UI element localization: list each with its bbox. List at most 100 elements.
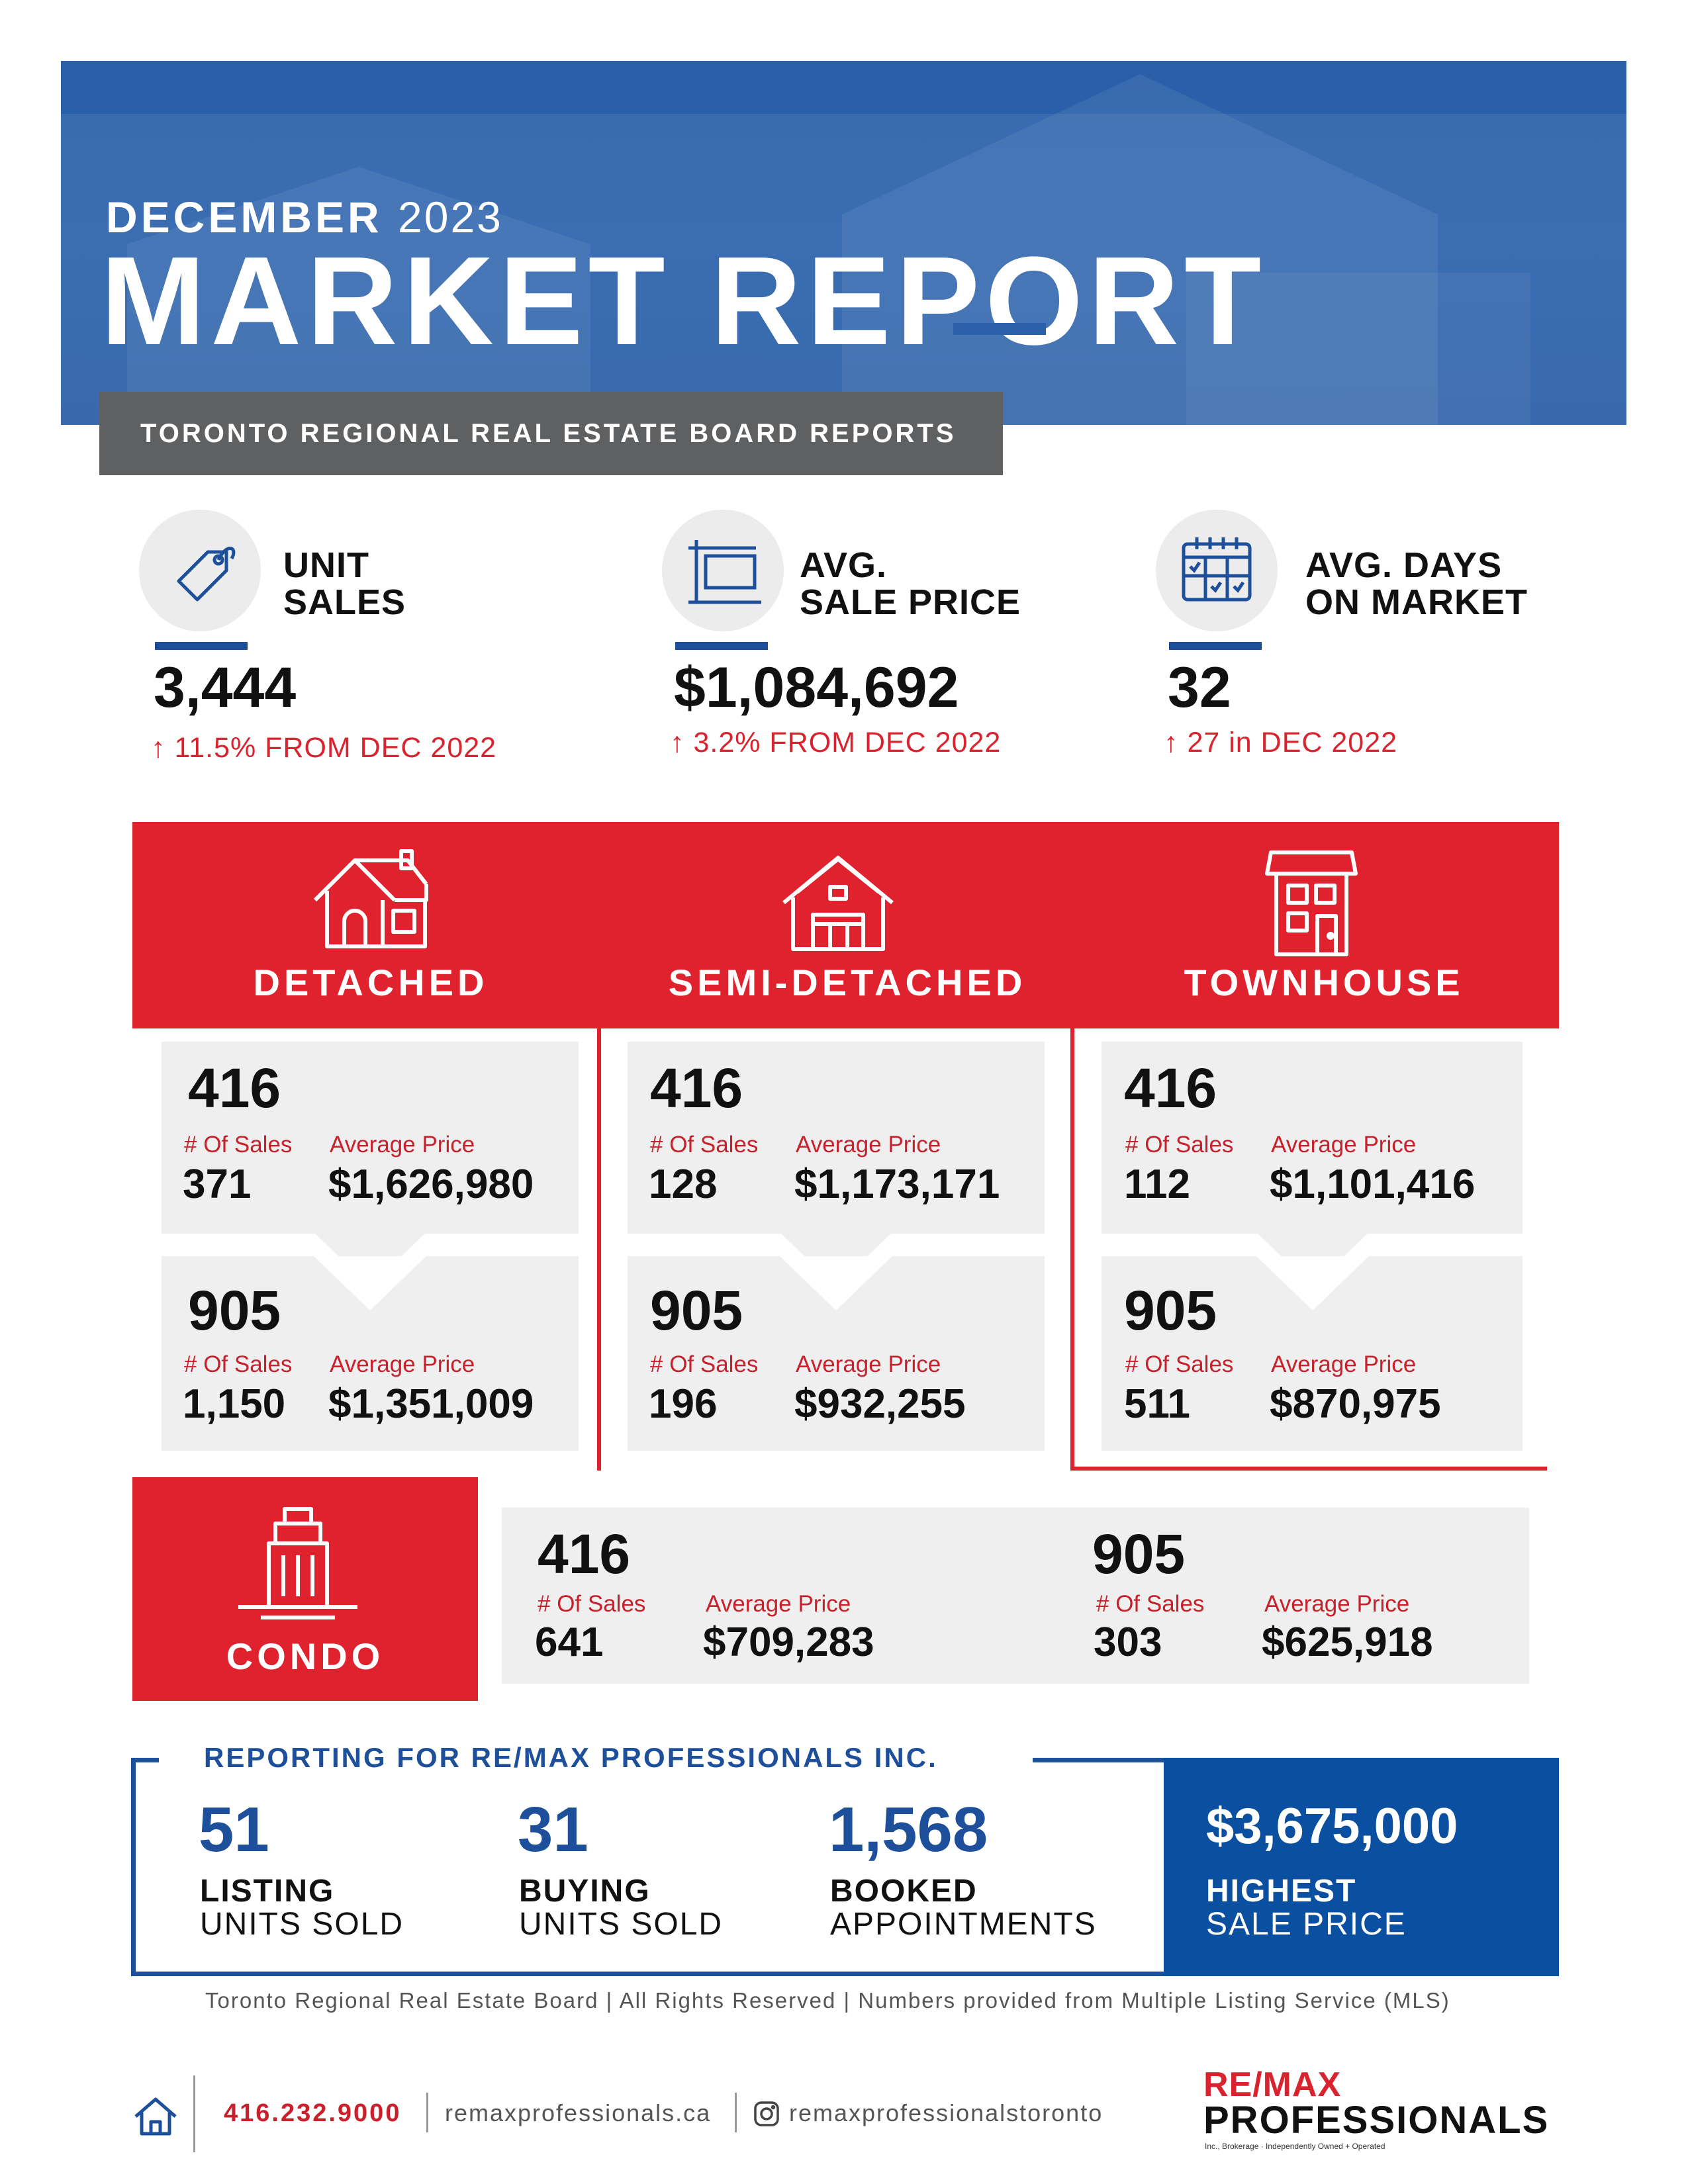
stat-unit-sales-label: UNIT SALES xyxy=(283,545,406,622)
price-tag-icon xyxy=(177,547,236,602)
footnote: Toronto Regional Real Estate Board | All… xyxy=(205,1988,1450,2013)
highest-label-2: SALE PRICE xyxy=(1206,1907,1407,1942)
stat-unit-sales-value: 3,444 xyxy=(154,656,297,719)
avg-price-label: Average Price xyxy=(1264,1591,1410,1617)
card-notch xyxy=(314,1256,426,1310)
highest-label-1: HIGHEST xyxy=(1206,1874,1357,1909)
stat-avg-price-value: $1,084,692 xyxy=(674,656,959,719)
month-text: DECEMBER xyxy=(106,193,383,242)
avg-price-label: Average Price xyxy=(330,1132,475,1158)
sales-label: # Of Sales xyxy=(1125,1351,1234,1377)
sales-value: 112 xyxy=(1124,1161,1191,1207)
sales-value: 641 xyxy=(535,1619,604,1665)
footer-divider xyxy=(426,2093,428,2132)
box-title-gap xyxy=(159,1747,1033,1767)
listing-units-value: 51 xyxy=(199,1794,269,1865)
footer-divider xyxy=(193,2075,195,2152)
appointments-label-1: BOOKED xyxy=(830,1874,978,1909)
stat-days-value: 32 xyxy=(1168,656,1231,719)
magnifier-icon xyxy=(953,323,1046,335)
avg-price-label: Average Price xyxy=(330,1351,475,1377)
price-value: $625,918 xyxy=(1262,1619,1433,1665)
card-detached-416 xyxy=(162,1042,579,1234)
area-code: 416 xyxy=(650,1057,743,1119)
sales-label: # Of Sales xyxy=(1125,1132,1234,1158)
card-condo-416 xyxy=(502,1508,978,1684)
card-notch xyxy=(976,1508,1055,1684)
avg-price-label: Average Price xyxy=(796,1351,941,1377)
stat-unit-sales-change: ↑ 11.5% FROM DEC 2022 xyxy=(151,732,497,764)
stat-divider xyxy=(1169,642,1262,650)
row-divider xyxy=(1070,1467,1547,1471)
sales-value: 128 xyxy=(649,1161,718,1207)
area-code: 416 xyxy=(1124,1057,1217,1119)
buying-label-1: BUYING xyxy=(519,1874,651,1909)
card-notch xyxy=(780,1256,892,1310)
arrow-up-icon: ↑ xyxy=(670,727,685,758)
report-month: DECEMBER 2023 xyxy=(106,192,503,242)
footer-instagram[interactable]: remaxprofessionalstoronto xyxy=(789,2099,1103,2126)
column-divider xyxy=(597,1028,601,1471)
highest-sale-value: $3,675,000 xyxy=(1206,1798,1458,1854)
instagram-icon[interactable] xyxy=(753,2101,780,2127)
footer-website[interactable]: remaxprofessionals.ca xyxy=(445,2099,712,2126)
stat-days-change: ↑ 27 in DEC 2022 xyxy=(1164,727,1398,758)
header-banner xyxy=(61,61,1626,425)
buying-units-value: 31 xyxy=(518,1794,588,1865)
type-condo-label: CONDO xyxy=(226,1635,385,1677)
brand-name: PROFESSIONALS xyxy=(1203,2099,1550,2142)
price-value: $1,101,416 xyxy=(1270,1161,1476,1207)
appointments-label-2: APPOINTMENTS xyxy=(830,1907,1097,1942)
sales-value: 303 xyxy=(1094,1619,1162,1665)
brand-top: RE/MAX xyxy=(1203,2066,1342,2104)
card-notch xyxy=(1256,1256,1369,1310)
sales-value: 1,150 xyxy=(183,1381,286,1427)
buying-label-2: UNITS SOLD xyxy=(519,1907,724,1942)
stat-avg-price-change: ↑ 3.2% FROM DEC 2022 xyxy=(670,727,1002,758)
type-semi-detached-label: SEMI-DETACHED xyxy=(668,962,1027,1003)
price-value: $1,626,980 xyxy=(328,1161,534,1207)
type-townhouse-label: TOWNHOUSE xyxy=(1184,962,1464,1003)
stat-divider xyxy=(675,642,768,650)
appointments-value: 1,568 xyxy=(829,1794,988,1865)
sales-label: # Of Sales xyxy=(650,1132,759,1158)
home-icon[interactable] xyxy=(132,2095,179,2138)
area-code: 905 xyxy=(188,1279,281,1342)
townhouse-icon xyxy=(1265,850,1358,956)
condo-block xyxy=(132,1477,478,1701)
sales-value: 371 xyxy=(183,1161,252,1207)
footer-divider xyxy=(735,2093,737,2132)
sales-label: # Of Sales xyxy=(650,1351,759,1377)
subtitle-banner: TORONTO REGIONAL REAL ESTATE BOARD REPOR… xyxy=(99,392,1003,475)
stat-avg-price-label: AVG. SALE PRICE xyxy=(800,545,1021,622)
page-title: MARKET REPORT xyxy=(101,231,1267,371)
avg-price-label: Average Price xyxy=(796,1132,941,1158)
card-townhouse-416 xyxy=(1102,1042,1523,1234)
sales-label: # Of Sales xyxy=(184,1132,293,1158)
area-code: 905 xyxy=(650,1279,743,1342)
sales-value: 196 xyxy=(649,1381,718,1427)
stat-days-icon-circle xyxy=(1156,510,1278,631)
listing-label-1: LISTING xyxy=(200,1874,335,1909)
sales-label: # Of Sales xyxy=(1096,1591,1205,1617)
detached-house-icon xyxy=(313,849,428,948)
avg-price-label: Average Price xyxy=(1271,1351,1417,1377)
stat-unit-sales-icon-circle xyxy=(139,510,261,631)
price-value: $870,975 xyxy=(1270,1381,1441,1427)
stat-divider xyxy=(155,642,248,650)
year-text: 2023 xyxy=(398,193,503,242)
for-sale-sign-icon xyxy=(688,540,761,604)
highest-sale-block xyxy=(1164,1758,1559,1976)
sales-value: 511 xyxy=(1124,1381,1191,1427)
calendar-icon xyxy=(1182,537,1252,602)
footer-phone[interactable]: 416.232.9000 xyxy=(224,2099,402,2127)
price-value: $1,351,009 xyxy=(328,1381,534,1427)
price-value: $932,255 xyxy=(794,1381,966,1427)
stat-avg-price-icon-circle xyxy=(662,510,784,631)
arrow-up-icon: ↑ xyxy=(151,732,166,764)
listing-label-2: UNITS SOLD xyxy=(200,1907,404,1942)
sales-label: # Of Sales xyxy=(184,1351,293,1377)
semi-detached-house-icon xyxy=(782,856,894,951)
area-code: 905 xyxy=(1124,1279,1217,1342)
brand-tagline: Inc., Brokerage · Independently Owned + … xyxy=(1205,2142,1385,2151)
